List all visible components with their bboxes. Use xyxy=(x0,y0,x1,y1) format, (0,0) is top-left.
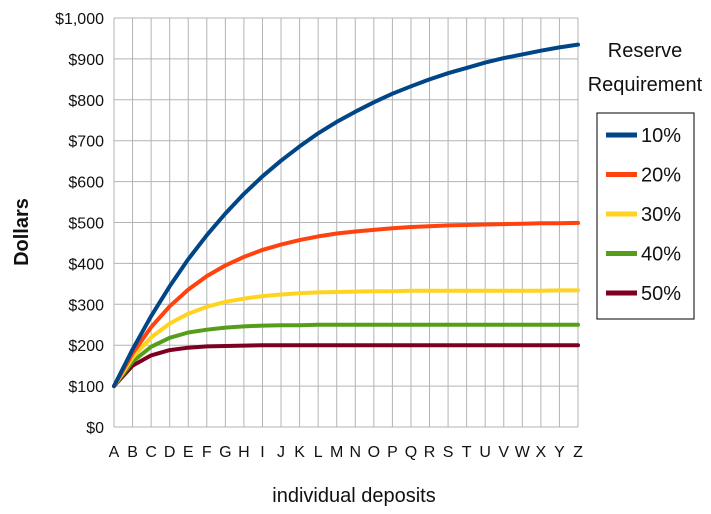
y-tick-label: $900 xyxy=(68,52,104,69)
legend: Reserve Requirement 10% 20% 30% 40% 50% xyxy=(588,40,703,320)
x-tick-label: I xyxy=(260,444,264,461)
y-tick-label: $700 xyxy=(68,134,104,151)
legend-label: 30% xyxy=(641,204,681,226)
y-tick-label: $400 xyxy=(68,256,104,273)
x-tick-label: P xyxy=(387,444,398,461)
y-tick-label: $600 xyxy=(68,175,104,192)
x-tick-label: F xyxy=(202,444,212,461)
x-tick-label: E xyxy=(183,444,194,461)
x-tick-label: G xyxy=(219,444,231,461)
x-tick-label: V xyxy=(498,444,509,461)
x-tick-label: L xyxy=(314,444,323,461)
legend-label: 10% xyxy=(641,125,681,147)
y-axis-title: Dollars xyxy=(11,198,33,266)
x-tick-label: O xyxy=(368,444,380,461)
legend-label: 20% xyxy=(641,165,681,187)
x-tick-label: M xyxy=(330,444,343,461)
x-tick-label: Z xyxy=(573,444,583,461)
x-tick-label: T xyxy=(462,444,472,461)
legend-items: 10% 20% 30% 40% 50% xyxy=(606,125,681,305)
x-tick-label: S xyxy=(443,444,454,461)
x-tick-label: R xyxy=(424,444,436,461)
legend-title-line1: Reserve xyxy=(608,40,682,62)
x-tick-label: X xyxy=(536,444,547,461)
series-line-50pct xyxy=(112,343,580,389)
x-tick-label: K xyxy=(294,444,305,461)
y-tick-label: $300 xyxy=(68,297,104,314)
series-line-10pct xyxy=(112,42,580,389)
x-tick-label: D xyxy=(164,444,176,461)
y-axis-ticks: $0 $100 $200 $300 $400 $500 $600 $700 $800 $900 $1… xyxy=(55,11,104,437)
x-tick-label: W xyxy=(515,444,531,461)
series-line-20pct xyxy=(112,220,580,389)
x-tick-label: N xyxy=(349,444,361,461)
y-tick-label: $200 xyxy=(68,338,104,355)
x-tick-label: A xyxy=(109,444,120,461)
x-tick-label: H xyxy=(238,444,250,461)
x-tick-label: U xyxy=(479,444,491,461)
series-line-30pct xyxy=(112,288,580,389)
y-tick-label: $0 xyxy=(86,420,104,437)
series-lines xyxy=(112,42,580,389)
y-tick-label: $500 xyxy=(68,216,104,233)
y-tick-label: $1,000 xyxy=(55,11,104,28)
series-line-40pct xyxy=(112,322,580,389)
x-tick-label: C xyxy=(145,444,157,461)
legend-label: 40% xyxy=(641,244,681,266)
x-tick-label: J xyxy=(277,444,285,461)
legend-label: 50% xyxy=(641,283,681,305)
x-axis-title: individual deposits xyxy=(272,485,435,507)
legend-title-line2: Requirement xyxy=(588,74,703,96)
y-tick-label: $800 xyxy=(68,93,104,110)
x-tick-label: Y xyxy=(554,444,565,461)
x-tick-label: Q xyxy=(405,444,417,461)
y-tick-label: $100 xyxy=(68,379,104,396)
x-tick-label: B xyxy=(127,444,138,461)
